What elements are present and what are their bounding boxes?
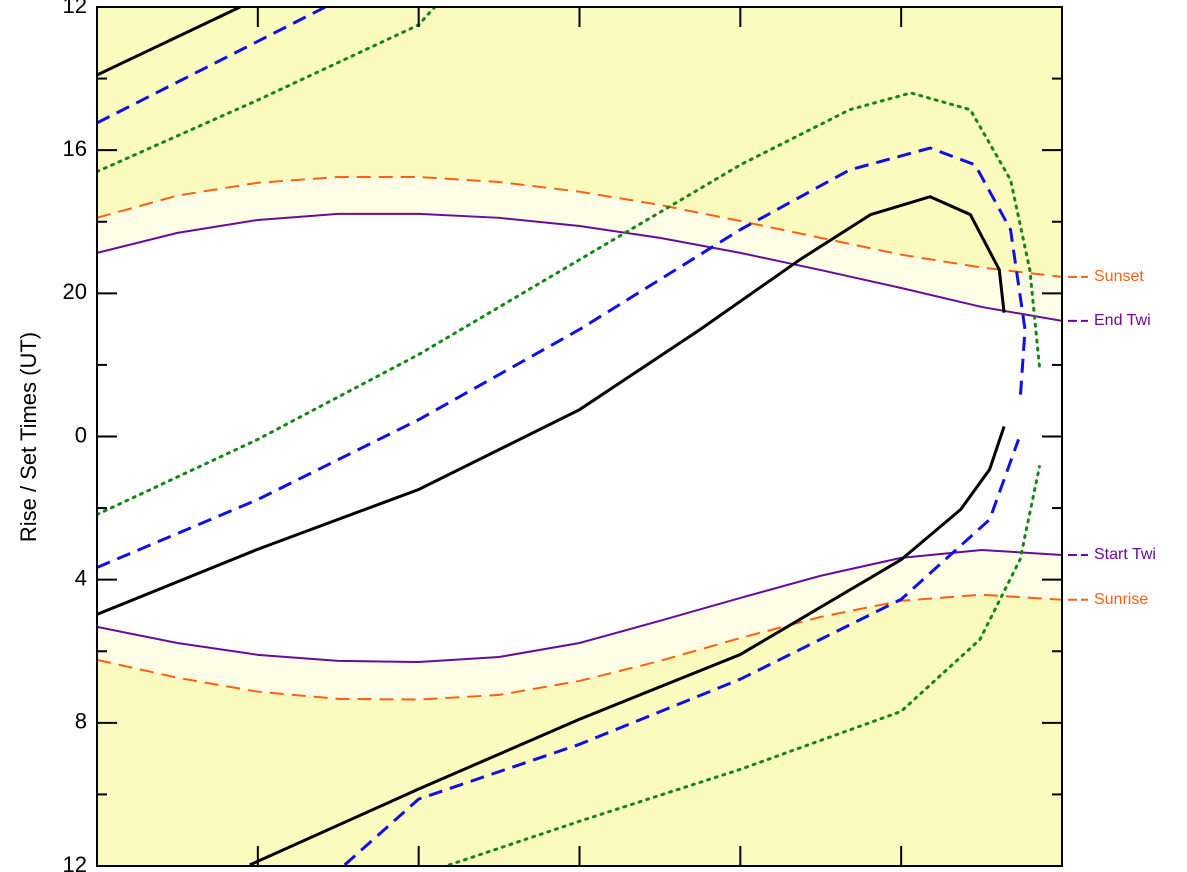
y-tick-label: 0 bbox=[75, 422, 87, 447]
legend-label: Start Twi bbox=[1094, 546, 1156, 563]
series-line bbox=[97, 7, 1020, 866]
y-tick-label: 20 bbox=[63, 279, 87, 304]
y-tick-label: 8 bbox=[75, 709, 87, 734]
y-tick-label: 12 bbox=[63, 852, 87, 872]
y-tick-label: 12 bbox=[63, 0, 87, 18]
legend-label: End Twi bbox=[1094, 312, 1151, 329]
series-line bbox=[97, 91, 1041, 517]
y-tick-label: 4 bbox=[75, 565, 87, 590]
legend-label: Sunrise bbox=[1094, 591, 1148, 608]
legend-label: Sunset bbox=[1094, 268, 1144, 285]
series-line bbox=[97, 146, 1027, 569]
curves bbox=[97, 7, 1062, 866]
series-line bbox=[97, 195, 1006, 616]
series-line bbox=[97, 7, 1006, 866]
night bbox=[97, 213, 1062, 662]
y-axis-title: Rise / Set Times (UT) bbox=[16, 332, 41, 542]
y-tick-label: 16 bbox=[63, 136, 87, 161]
series-line bbox=[97, 212, 1062, 322]
series-line bbox=[97, 176, 1062, 278]
series-line bbox=[97, 7, 1041, 866]
morning-twilight bbox=[97, 549, 1062, 700]
